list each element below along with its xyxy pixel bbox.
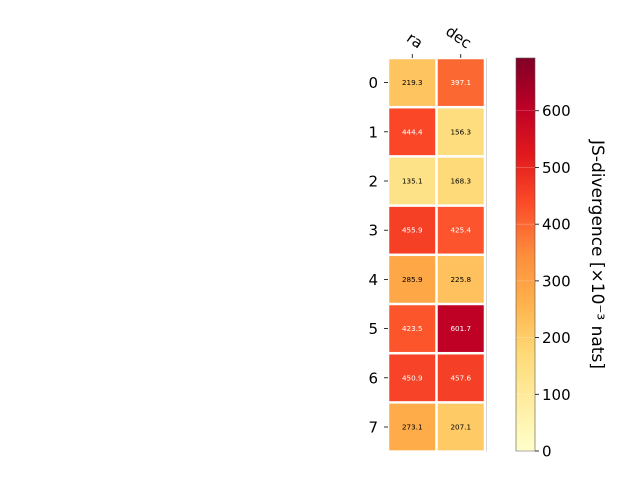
heatmap-cell [389,108,436,156]
cell-value-label: 168.3 [450,177,471,186]
cell-value-label: 423.5 [402,324,423,333]
heatmap-cell [437,108,484,156]
colorbar-gradient [515,57,536,452]
row-tick-label: 0 [368,74,378,92]
colorbar-tick-label: 500 [542,159,571,177]
cell-value-label: 450.9 [402,373,423,382]
heatmap-cell [389,354,436,402]
colorbar-label: JS-divergence [×10⁻³ nats] [587,139,607,369]
heatmap-cell [437,305,484,352]
colorbar-tick-label: 400 [542,216,571,234]
heatmap-cell [389,305,436,352]
cell-value-label: 156.3 [450,127,471,136]
colorbar-tick-label: 300 [542,272,571,290]
row-tick-label: 4 [368,271,378,289]
cell-value-label: 601.7 [450,324,471,333]
colorbar: JS-divergence [×10⁻³ nats] 0 100 200 300 400… [515,57,607,461]
cell-value-label: 457.6 [450,373,471,382]
colorbar-tick-label: 100 [542,386,571,404]
cell-value-label: 455.9 [402,226,423,235]
colorbar-tick-label: 200 [542,329,571,347]
heatmap-cell [437,206,484,254]
heatmap-cells: 219.3 397.1 444.4 156.3 135.1 168.3 455.9 425.4… [389,59,484,451]
heatmap-cell [437,59,484,106]
heatmap-cell [389,403,436,451]
row-tick-label: 6 [368,369,378,387]
row-tick-label: 7 [368,419,378,437]
cell-value-label: 425.4 [450,226,471,235]
row-tick-label: 2 [368,173,378,191]
column-tick-label: dec [442,22,474,52]
row-tick-label: 3 [368,222,378,240]
heatmap-cell [389,206,436,254]
cell-value-label: 135.1 [402,177,423,186]
heatmap-cell [389,59,436,106]
row-tick-label: 1 [368,123,378,141]
cell-value-label: 273.1 [402,423,423,432]
heatmap-cell [389,157,436,205]
cell-value-label: 444.4 [402,127,423,136]
cell-value-label: 225.8 [450,275,471,284]
cell-value-label: 285.9 [402,275,423,284]
column-tick-label: ra [403,29,426,53]
heatmap-cell [437,354,484,402]
heatmap-cell [437,256,484,303]
heatmap-cell [389,256,436,303]
heatmap-cell [437,157,484,205]
row-tick-label: 5 [368,320,378,338]
cell-value-label: 207.1 [450,423,471,432]
cell-value-label: 397.1 [450,78,471,87]
colorbar-tick-label: 600 [542,102,571,120]
colorbar-tick-label: 0 [542,443,552,461]
heatmap-cell [437,403,484,451]
cell-value-label: 219.3 [402,78,423,87]
